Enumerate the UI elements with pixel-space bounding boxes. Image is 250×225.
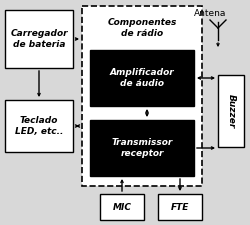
- Bar: [158, 194, 202, 220]
- Bar: [5, 100, 73, 152]
- Text: Amplificador
de áudio: Amplificador de áudio: [110, 68, 174, 88]
- Bar: [90, 120, 194, 176]
- Text: MIC: MIC: [112, 202, 132, 211]
- Text: Carregador
de bateria: Carregador de bateria: [10, 29, 68, 49]
- Bar: [82, 6, 202, 186]
- Bar: [5, 10, 73, 68]
- Text: Transmissor
receptor: Transmissor receptor: [111, 138, 173, 158]
- Bar: [90, 50, 194, 106]
- Text: Antena: Antena: [194, 9, 226, 18]
- Bar: [100, 194, 144, 220]
- Bar: [218, 75, 244, 147]
- Text: Buzzer: Buzzer: [226, 94, 235, 128]
- Text: Componentes
de rádio: Componentes de rádio: [107, 18, 177, 38]
- Text: FTE: FTE: [171, 202, 189, 211]
- Text: Teclado
LED, etc..: Teclado LED, etc..: [15, 116, 63, 136]
